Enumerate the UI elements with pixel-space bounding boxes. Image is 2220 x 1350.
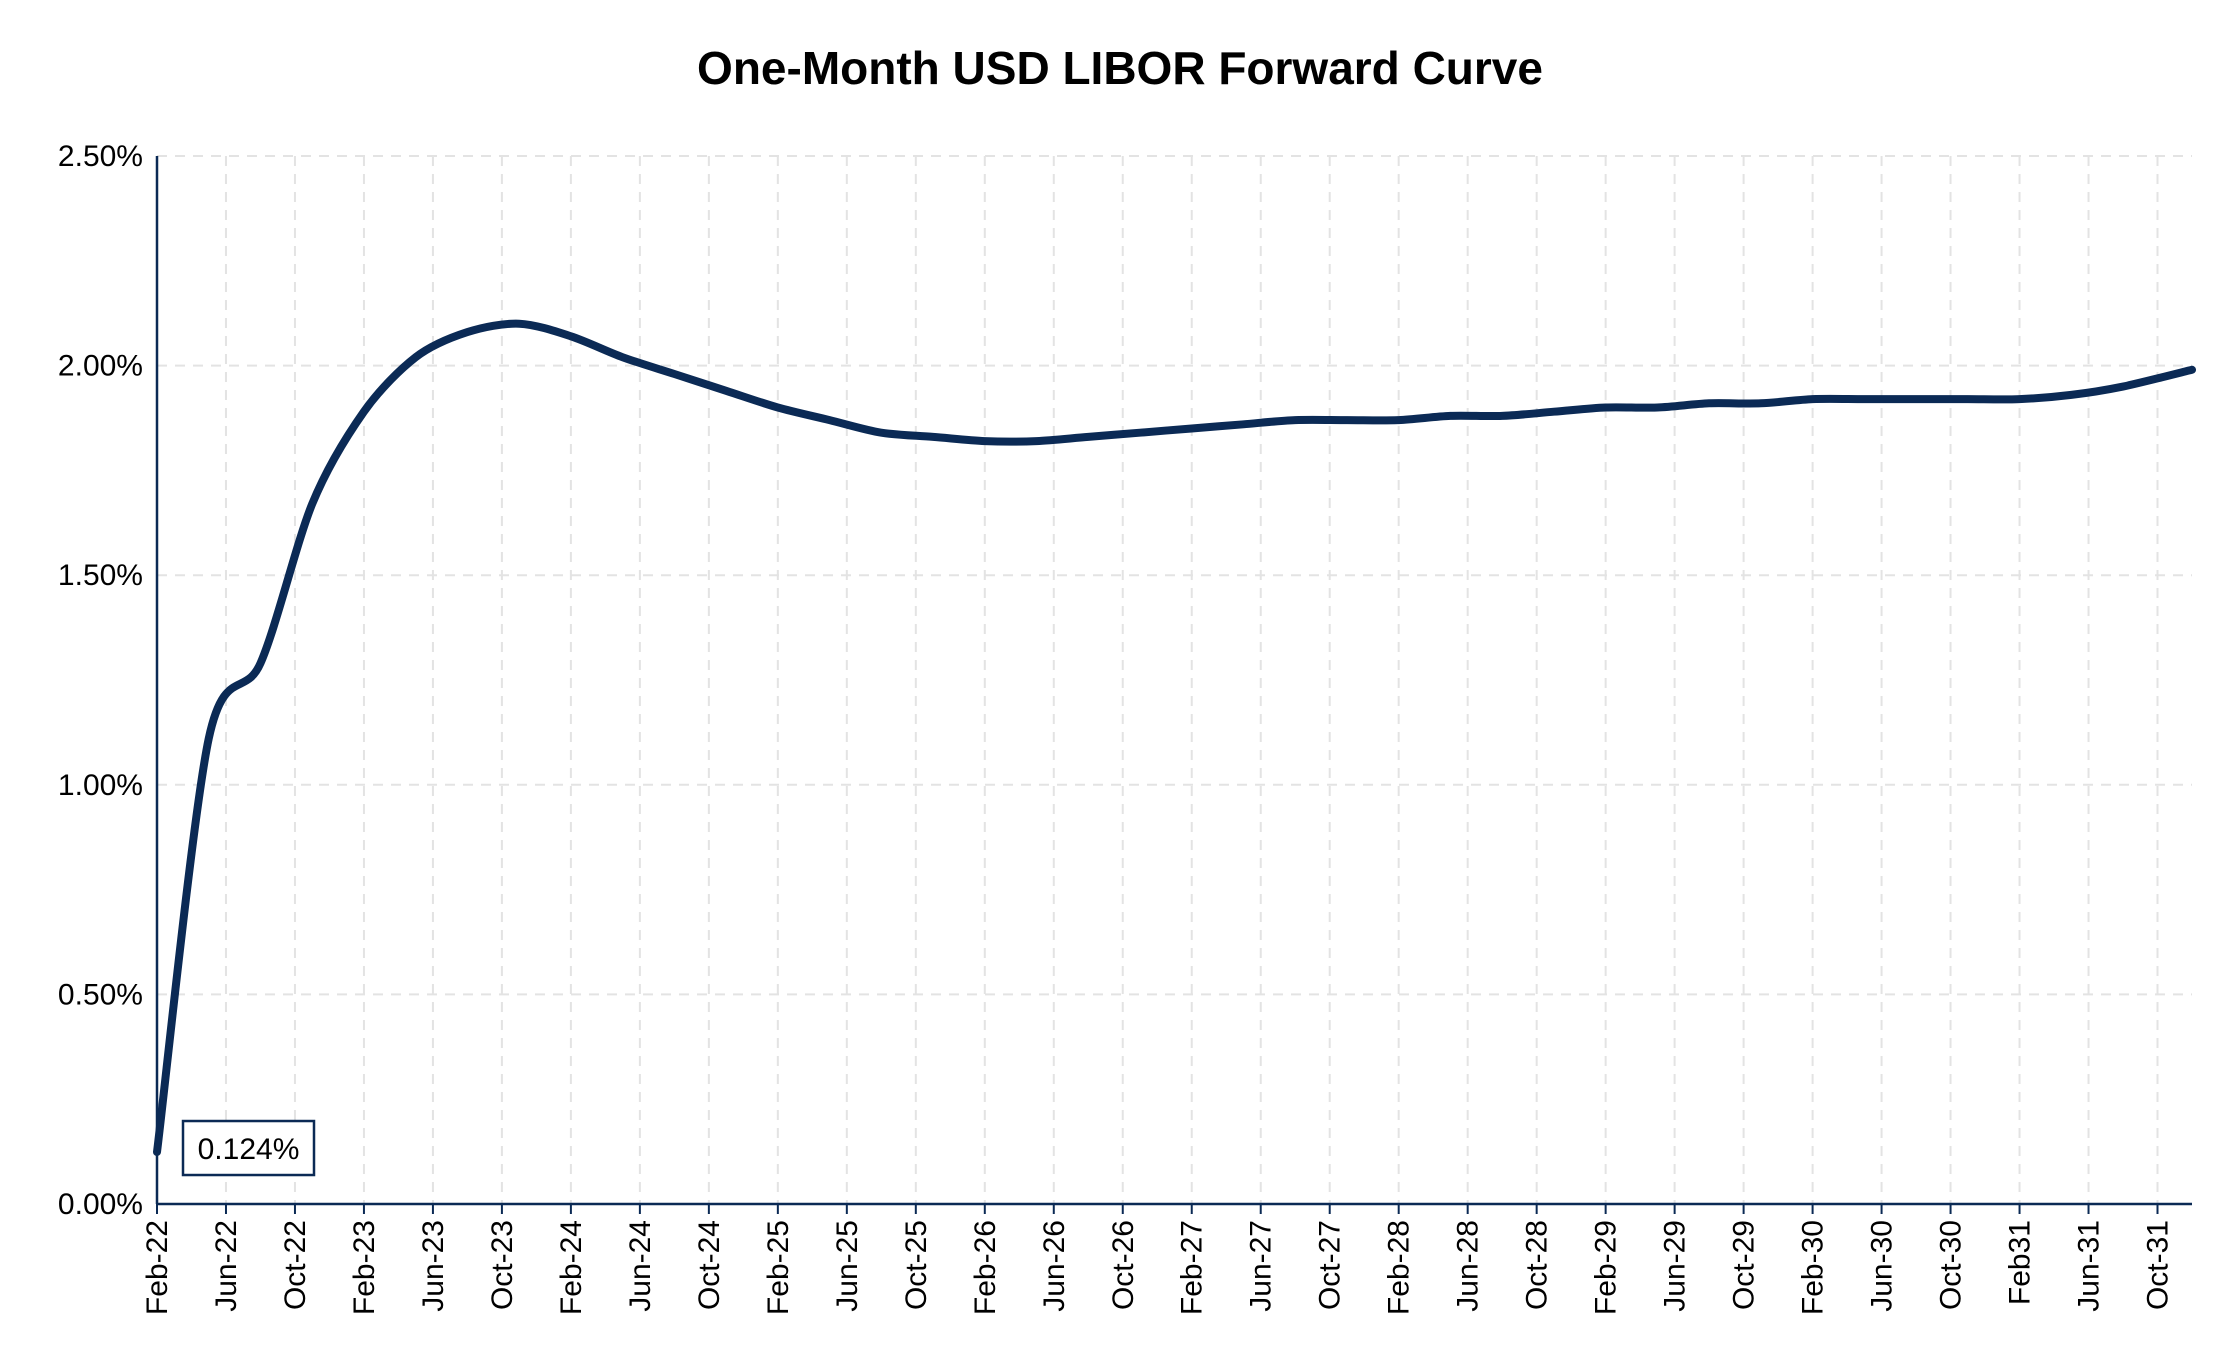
grid	[157, 155, 2192, 1204]
x-tick-label: Jun-25	[831, 1220, 864, 1312]
x-tick-label: Jun-23	[417, 1220, 450, 1312]
x-tick-label: Feb-27	[1176, 1220, 1209, 1315]
x-tick-label: Oct-29	[1728, 1220, 1761, 1310]
x-tick-label: Feb-22	[141, 1220, 174, 1315]
x-tick-label: Oct-31	[2142, 1220, 2175, 1310]
annotation-label: 0.124%	[198, 1133, 300, 1166]
x-tick-label: Jun-27	[1245, 1220, 1278, 1312]
x-tick-label: Feb-25	[762, 1220, 795, 1315]
x-tick-label: Feb-28	[1383, 1220, 1416, 1315]
x-tick-label: Jun-31	[2073, 1220, 2106, 1312]
x-tick-label: Oct-25	[900, 1220, 933, 1310]
x-tick-label: Jun-30	[1866, 1220, 1899, 1312]
y-tick-label: 2.00%	[58, 350, 143, 383]
x-tick-label: Jun-26	[1038, 1220, 1071, 1312]
series	[153, 319, 2196, 1156]
y-tick-label: 1.50%	[58, 559, 143, 592]
y-tick-label: 1.00%	[58, 769, 143, 802]
x-tick-label: Jun-24	[624, 1220, 657, 1312]
x-tick-label: Jun-28	[1452, 1220, 1485, 1312]
y-tick-label: 2.50%	[58, 140, 143, 173]
x-tick-label: Oct-23	[486, 1220, 519, 1310]
annotation-box	[181, 1119, 316, 1177]
y-tick-label: 0.50%	[58, 978, 143, 1011]
x-tick-label: Feb-24	[555, 1220, 588, 1315]
x-tick-label: Jun-29	[1659, 1220, 1692, 1312]
annotations: 0.124%	[181, 1119, 316, 1177]
x-tick-label: Oct-27	[1314, 1220, 1347, 1310]
series-line	[153, 319, 2196, 1156]
y-axis-tick-labels: 0.00% 0.50% 1.00% 1.50% 2.00% 2.50%	[58, 140, 143, 1221]
x-tick-label: Oct-22	[279, 1220, 312, 1310]
x-tick-label: Feb-30	[1797, 1220, 1830, 1315]
x-tick-label: Feb-26	[969, 1220, 1002, 1315]
x-tick-label: Feb-29	[1590, 1220, 1623, 1315]
chart-title: One-Month USD LIBOR Forward Curve	[697, 42, 1543, 94]
x-axis-tick-labels: Feb-22 Jun-22 Oct-22 Feb-23 Jun-23 Oct-23 Feb-…	[141, 1220, 2175, 1315]
x-tick-label: Feb31	[2004, 1220, 2037, 1305]
axes	[155, 156, 2192, 1214]
x-tick-label: Jun-22	[210, 1220, 243, 1312]
y-tick-label: 0.00%	[58, 1188, 143, 1221]
x-tick-label: Oct-26	[1107, 1220, 1140, 1310]
x-tick-label: Oct-28	[1521, 1220, 1554, 1310]
x-tick-label: Oct-30	[1935, 1220, 1968, 1310]
x-tick-label: Oct-24	[693, 1220, 726, 1310]
x-tick-label: Feb-23	[348, 1220, 381, 1315]
